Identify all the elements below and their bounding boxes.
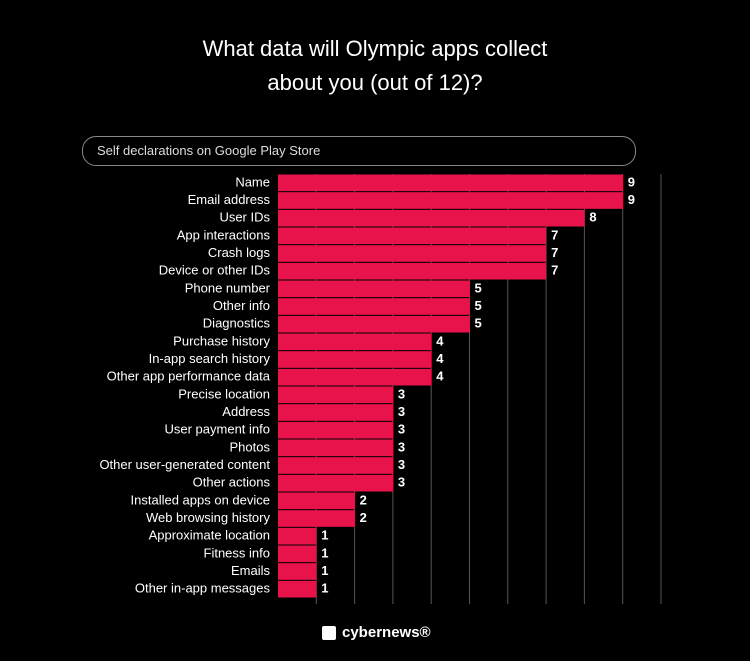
- bar: [278, 386, 393, 404]
- y-tick-label: Other app performance data: [107, 369, 271, 384]
- bar: [278, 351, 432, 368]
- value-label: 2: [360, 492, 367, 507]
- y-tick-label: Emails: [231, 563, 271, 578]
- y-tick-label: Other user-generated content: [99, 457, 270, 472]
- y-tick-label: Photos: [230, 439, 271, 454]
- y-tick-label: Fitness info: [204, 545, 270, 560]
- chart-title: What data will Olympic apps collect abou…: [202, 36, 548, 95]
- value-label: 7: [551, 245, 558, 260]
- y-tick-label: Other actions: [193, 475, 271, 490]
- value-label: 3: [398, 386, 405, 401]
- y-tick-label: Approximate location: [149, 528, 270, 543]
- bar: [278, 563, 317, 580]
- value-label: 7: [551, 227, 558, 242]
- bar: [278, 421, 393, 439]
- value-label: 2: [360, 510, 367, 525]
- value-label: 1: [321, 528, 328, 543]
- y-tick-label: Crash logs: [208, 245, 271, 260]
- y-tick-label: Address: [222, 404, 270, 419]
- value-label: 9: [628, 174, 635, 189]
- brand-name: cybernews®: [342, 624, 431, 641]
- bar: [278, 174, 623, 192]
- value-label: 3: [398, 457, 405, 472]
- y-tick-label: Other in-app messages: [135, 581, 271, 596]
- bar: [278, 580, 317, 598]
- value-label: 4: [436, 333, 444, 348]
- value-label: 4: [436, 369, 444, 384]
- value-label: 1: [321, 581, 328, 596]
- value-label: 8: [589, 210, 596, 225]
- bar: [278, 192, 623, 209]
- subtitle: Self declarations on Google Play Store: [82, 136, 636, 166]
- bar: [278, 280, 470, 298]
- y-tick-label: Purchase history: [173, 333, 270, 348]
- value-label: 7: [551, 263, 558, 278]
- value-label: 5: [475, 280, 482, 295]
- y-tick-label: User IDs: [219, 210, 270, 225]
- value-label: 1: [321, 563, 328, 578]
- bar: [278, 333, 432, 351]
- value-label: 9: [628, 192, 635, 207]
- bar: [278, 527, 317, 545]
- value-label: 3: [398, 439, 405, 454]
- bar: [278, 492, 355, 510]
- y-tick-label: Email address: [188, 192, 271, 207]
- bar: [278, 439, 393, 457]
- bar: [278, 209, 585, 227]
- value-label: 1: [321, 545, 328, 560]
- brand: cybernews®: [322, 624, 431, 641]
- y-tick-label: Precise location: [178, 386, 270, 401]
- y-tick-label: Device or other IDs: [159, 263, 271, 278]
- bar: [278, 474, 393, 492]
- y-tick-label: Installed apps on device: [131, 492, 270, 507]
- bar: [278, 457, 393, 474]
- y-tick-label: Other info: [213, 298, 270, 313]
- y-tick-label: User payment info: [165, 422, 271, 437]
- value-label: 3: [398, 404, 405, 419]
- y-tick-label: Phone number: [185, 280, 271, 295]
- y-tick-label: Diagnostics: [203, 316, 271, 331]
- value-label: 4: [436, 351, 444, 366]
- bar: [278, 227, 547, 245]
- y-tick-label: Name: [235, 174, 270, 189]
- value-label: 3: [398, 422, 405, 437]
- logo: [322, 625, 336, 640]
- bar: [278, 404, 393, 421]
- y-tick-label: In-app search history: [149, 351, 271, 366]
- value-label: 3: [398, 475, 405, 490]
- value-label: 5: [475, 316, 482, 331]
- y-tick-label: App interactions: [177, 227, 271, 242]
- bar: [278, 315, 470, 333]
- bar: [278, 262, 547, 280]
- y-tick-label: Web browsing history: [146, 510, 271, 525]
- bar: [278, 368, 432, 386]
- bar: [278, 545, 317, 563]
- bar: [278, 510, 355, 527]
- bar: [278, 298, 470, 315]
- bar: [278, 245, 547, 262]
- value-label: 5: [475, 298, 482, 313]
